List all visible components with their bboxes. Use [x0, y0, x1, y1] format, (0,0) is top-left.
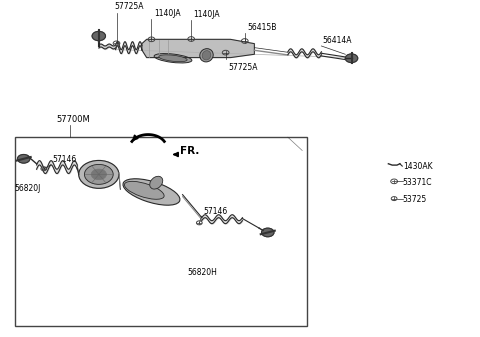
- Ellipse shape: [150, 176, 163, 189]
- Circle shape: [17, 154, 30, 163]
- Text: 57725A: 57725A: [228, 63, 258, 72]
- Circle shape: [91, 169, 107, 180]
- Text: 1140JA: 1140JA: [193, 10, 220, 20]
- FancyBboxPatch shape: [15, 137, 307, 326]
- Ellipse shape: [202, 51, 211, 60]
- Text: 57146: 57146: [52, 155, 77, 164]
- Text: 56820H: 56820H: [187, 268, 217, 277]
- Ellipse shape: [123, 179, 180, 205]
- Circle shape: [84, 164, 113, 184]
- Text: 53725: 53725: [403, 195, 427, 205]
- Ellipse shape: [124, 181, 164, 199]
- Text: 1430AK: 1430AK: [403, 162, 432, 171]
- Text: FR.: FR.: [180, 147, 200, 156]
- Circle shape: [262, 228, 274, 237]
- Circle shape: [92, 31, 106, 41]
- Text: 57725A: 57725A: [114, 2, 144, 11]
- Ellipse shape: [159, 55, 187, 62]
- Text: 56820J: 56820J: [14, 184, 40, 193]
- Text: 56415B: 56415B: [247, 23, 276, 32]
- Ellipse shape: [200, 49, 213, 62]
- Circle shape: [345, 54, 358, 63]
- Circle shape: [79, 160, 119, 188]
- Text: 57700M: 57700M: [56, 115, 90, 124]
- Polygon shape: [142, 39, 254, 58]
- Text: 56414A: 56414A: [323, 36, 352, 45]
- Text: 1140JA: 1140JA: [154, 9, 180, 19]
- Text: 53371C: 53371C: [403, 178, 432, 187]
- Text: 57146: 57146: [203, 207, 228, 216]
- Ellipse shape: [154, 54, 192, 63]
